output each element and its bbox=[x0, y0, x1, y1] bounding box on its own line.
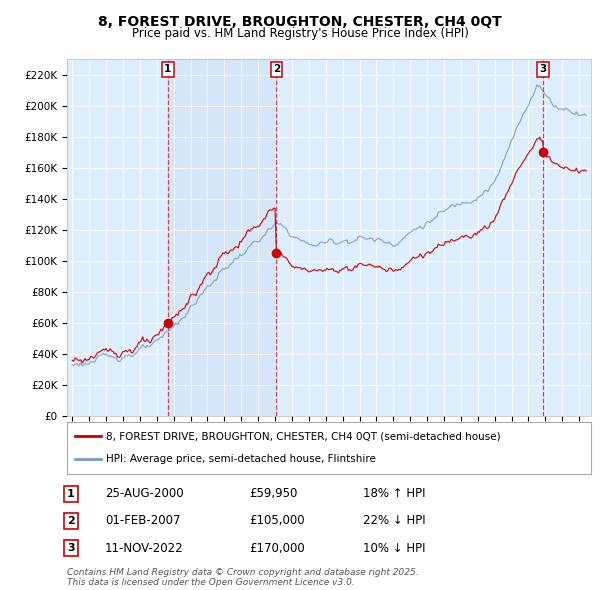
Text: 8, FOREST DRIVE, BROUGHTON, CHESTER, CH4 0QT: 8, FOREST DRIVE, BROUGHTON, CHESTER, CH4… bbox=[98, 15, 502, 29]
Text: Price paid vs. HM Land Registry's House Price Index (HPI): Price paid vs. HM Land Registry's House … bbox=[131, 27, 469, 40]
Text: 1: 1 bbox=[67, 489, 74, 499]
Text: 25-AUG-2000: 25-AUG-2000 bbox=[105, 487, 184, 500]
Text: 1: 1 bbox=[164, 64, 171, 74]
Text: HPI: Average price, semi-detached house, Flintshire: HPI: Average price, semi-detached house,… bbox=[106, 454, 376, 464]
Text: 22% ↓ HPI: 22% ↓ HPI bbox=[363, 514, 425, 527]
Text: 2: 2 bbox=[67, 516, 74, 526]
Text: 3: 3 bbox=[539, 64, 547, 74]
Text: £105,000: £105,000 bbox=[249, 514, 305, 527]
Bar bbox=[167, 59, 277, 416]
Text: 8, FOREST DRIVE, BROUGHTON, CHESTER, CH4 0QT (semi-detached house): 8, FOREST DRIVE, BROUGHTON, CHESTER, CH4… bbox=[106, 431, 501, 441]
Text: 2: 2 bbox=[273, 64, 280, 74]
Text: 18% ↑ HPI: 18% ↑ HPI bbox=[363, 487, 425, 500]
Text: 3: 3 bbox=[67, 543, 74, 553]
Text: £59,950: £59,950 bbox=[249, 487, 298, 500]
Bar bbox=[277, 59, 543, 416]
Text: 01-FEB-2007: 01-FEB-2007 bbox=[105, 514, 181, 527]
Text: 10% ↓ HPI: 10% ↓ HPI bbox=[363, 542, 425, 555]
Text: 11-NOV-2022: 11-NOV-2022 bbox=[105, 542, 184, 555]
Text: £170,000: £170,000 bbox=[249, 542, 305, 555]
Text: Contains HM Land Registry data © Crown copyright and database right 2025.
This d: Contains HM Land Registry data © Crown c… bbox=[67, 568, 419, 587]
